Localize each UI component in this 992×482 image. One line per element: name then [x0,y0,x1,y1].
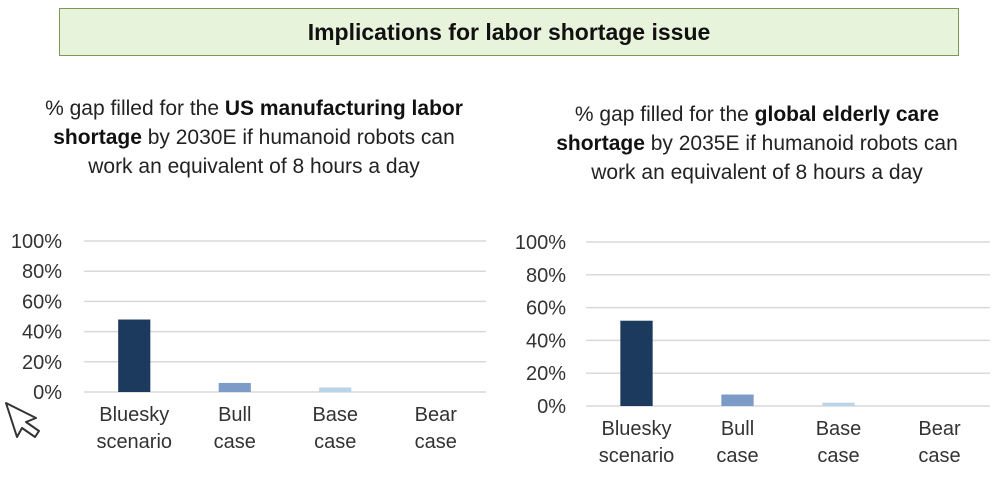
bar [620,320,653,406]
x-category-label: Bear [918,418,961,440]
x-category-label: case [214,431,256,453]
x-category-label: Bluesky [99,404,169,426]
section-banner: Implications for labor shortage issue [59,8,959,56]
bar [319,387,352,392]
y-tick-label: 0% [537,396,566,418]
x-category-label: scenario [96,431,172,453]
mouse-pointer-icon [5,402,40,438]
banner-title: Implications for labor shortage issue [307,18,711,45]
y-tick-label: 80% [22,261,62,283]
x-category-label: case [716,445,758,467]
x-category-label: Bull [721,418,754,440]
x-category-label: case [314,431,356,453]
bar [822,402,855,406]
x-category-label: case [415,431,457,453]
chart-title-text: % gap filled for the [45,97,225,120]
y-tick-label: 100% [515,232,566,254]
bar [721,394,754,406]
x-category-label: Bull [218,404,251,426]
y-tick-label: 100% [11,231,62,253]
chart-1-plot: 0% 20% 40% 60% 80% 100% Bluesky scenario Bull cas… [11,231,486,453]
y-tick-label: 40% [22,322,62,344]
chart-2-plot: 0% 20% 40% 60% 80% 100% Bluesky scenario Bull cas… [515,232,990,467]
y-tick-label: 0% [33,382,62,404]
chart-2-title: % gap filled for the global elderly care… [541,100,973,187]
y-tick-label: 80% [526,265,566,287]
chart-title-text: by 2035E if humanoid robots can work an … [591,132,958,184]
chart-title-emphasis: US manufacturing labor shortage [53,97,463,149]
y-tick-label: 60% [526,298,566,320]
y-tick-label: 20% [22,352,62,374]
chart-title-emphasis: global elderly care shortage [556,103,940,155]
y-tick-label: 60% [22,291,62,313]
x-category-label: case [817,445,859,467]
bar [218,382,251,392]
y-tick-label: 20% [526,363,566,385]
x-category-label: Base [816,418,862,440]
chart-title-text: by 2030E if humanoid robots can work an … [88,126,455,178]
y-tick-label: 40% [526,330,566,352]
chart-1-title: % gap filled for the US manufacturing la… [40,94,468,181]
bar [118,319,151,392]
x-category-label: Bluesky [601,418,671,440]
x-category-label: Bear [415,404,458,426]
x-category-label: scenario [599,445,675,467]
chart-title-text: % gap filled for the [574,103,755,126]
x-category-label: Base [312,404,358,426]
x-category-label: case [918,445,960,467]
